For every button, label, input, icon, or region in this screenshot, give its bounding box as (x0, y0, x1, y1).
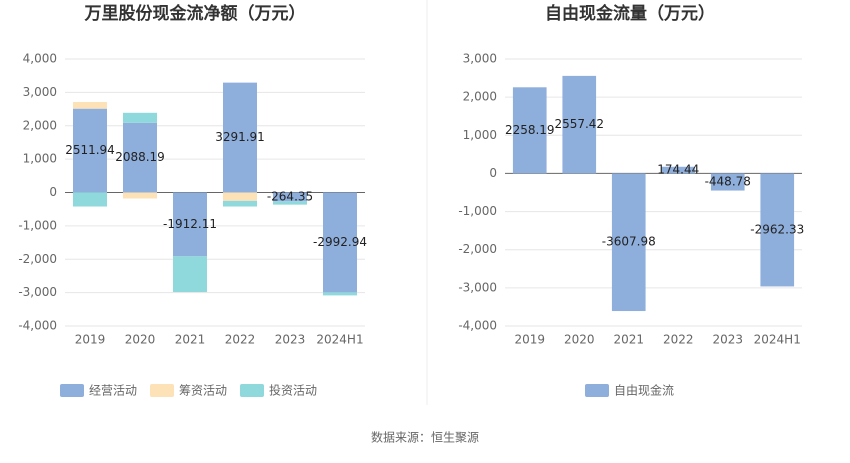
y-tick-label: 2,000 (23, 118, 57, 132)
data-label: 2258.19 (505, 123, 555, 137)
bar (223, 200, 257, 207)
bar (611, 173, 646, 312)
x-tick-label: 2019 (514, 333, 545, 347)
y-tick-label: -1,000 (18, 218, 57, 232)
y-tick-label: 0 (49, 185, 57, 199)
legend-label: 自由现金流 (614, 383, 674, 398)
y-tick-label: 0 (489, 166, 497, 180)
legend-swatch (585, 384, 609, 397)
bar (710, 173, 745, 191)
y-tick-label: -3,000 (458, 280, 497, 294)
bar (323, 192, 357, 293)
bar (512, 87, 547, 174)
bar (562, 75, 597, 174)
bar (273, 201, 307, 205)
x-tick-label: 2020 (125, 333, 156, 347)
y-tick-label: -3,000 (18, 285, 57, 299)
x-tick-label: 2019 (75, 333, 106, 347)
bar (173, 192, 207, 257)
bar (661, 166, 696, 174)
data-label: -2962.33 (750, 222, 804, 236)
y-tick-label: 3,000 (463, 52, 497, 66)
data-label: 2511.94 (65, 143, 115, 157)
bar (273, 192, 307, 202)
source: 数据来源：恒生聚源 (371, 430, 479, 445)
bar (73, 101, 107, 109)
data-label: -3607.98 (602, 235, 656, 249)
y-tick-label: 1,000 (23, 152, 57, 166)
y-tick-label: -4,000 (458, 319, 497, 333)
x-tick-label: 2023 (712, 333, 743, 347)
bar (223, 192, 257, 201)
data-label: -1912.11 (163, 217, 217, 231)
x-tick-label: 2024H1 (316, 333, 363, 347)
y-tick-label: -1,000 (458, 204, 497, 218)
y-tick-label: 3,000 (23, 85, 57, 99)
legend-swatch (60, 384, 84, 397)
bar (123, 122, 157, 193)
legend-label: 经营活动 (89, 384, 137, 398)
y-tick-label: -2,000 (18, 252, 57, 266)
bar (123, 192, 157, 199)
x-tick-label: 2021 (613, 333, 644, 347)
chart-title: 自由现金流量（万元） (545, 3, 715, 24)
chart-title: 万里股份现金流净额（万元） (84, 3, 306, 24)
legend-swatch (240, 384, 264, 397)
bar (73, 192, 107, 207)
x-tick-label: 2024H1 (754, 333, 801, 347)
x-tick-label: 2022 (663, 333, 694, 347)
x-tick-label: 2020 (564, 333, 595, 347)
bar (323, 292, 357, 296)
data-label: -2992.94 (313, 235, 367, 249)
data-label: 2557.42 (554, 117, 604, 131)
bar (223, 82, 257, 193)
data-label: 2088.19 (115, 150, 165, 164)
y-tick-label: 4,000 (23, 52, 57, 66)
y-tick-label: 1,000 (463, 128, 497, 142)
data-label: 3291.91 (215, 130, 265, 144)
x-tick-label: 2023 (275, 333, 306, 347)
legend-swatch (150, 384, 174, 397)
legend-label: 筹资活动 (179, 384, 227, 398)
bar (73, 108, 107, 193)
bar (760, 173, 795, 287)
y-tick-label: -2,000 (458, 242, 497, 256)
y-tick-label: -4,000 (18, 319, 57, 333)
x-tick-label: 2021 (175, 333, 206, 347)
bar (123, 112, 157, 123)
legend-label: 投资活动 (269, 383, 317, 398)
bar (173, 256, 207, 293)
data-label: -448.78 (705, 174, 751, 188)
x-tick-label: 2022 (225, 333, 256, 347)
data-label: 174.44 (657, 163, 699, 177)
data-label: -264.35 (267, 189, 313, 203)
y-tick-label: 2,000 (463, 90, 497, 104)
